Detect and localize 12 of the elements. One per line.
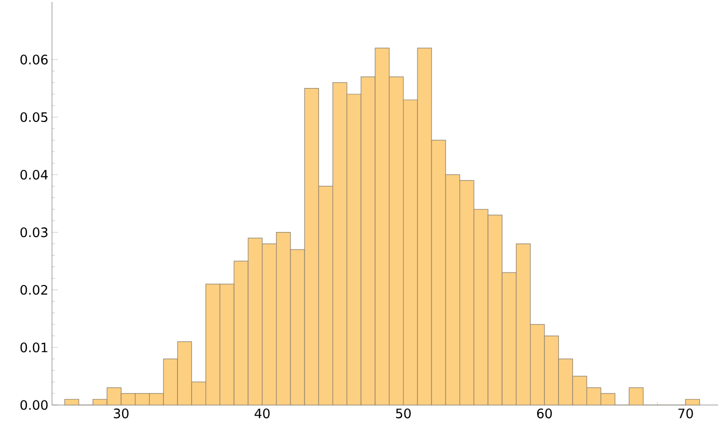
x-tick-label: 60 <box>537 408 552 418</box>
y-tick-label: 0.03 <box>20 227 48 238</box>
x-tick-label: 40 <box>254 408 270 418</box>
y-tick-label: 0.06 <box>20 54 48 64</box>
y-tick-label: 0.00 <box>20 400 48 410</box>
y-tick-label: 0.02 <box>20 284 48 295</box>
y-tick-label: 0.04 <box>20 170 48 180</box>
y-tick-label: 0.01 <box>20 342 48 352</box>
x-tick-label: 50 <box>396 408 411 418</box>
x-tick-label: 70 <box>678 408 693 418</box>
y-tick-label: 0.05 <box>20 112 48 122</box>
x-tick-label: 30 <box>114 408 129 418</box>
